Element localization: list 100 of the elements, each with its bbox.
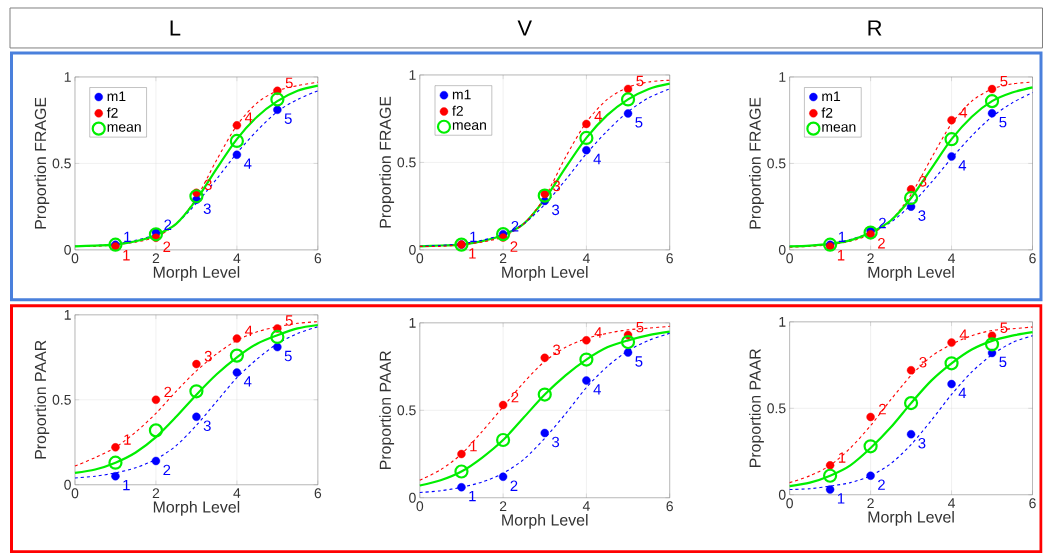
y-tick-label: 0.5 <box>397 157 416 168</box>
y-axis-title: Proportion FRAGE <box>379 96 395 228</box>
x-tick-label: 0 <box>416 501 424 512</box>
annotation: 5 <box>635 117 643 128</box>
legend-label: m1 <box>452 89 471 100</box>
annotation: 1 <box>469 490 476 502</box>
x-tick-label: 2 <box>499 501 507 511</box>
x-tick-label: 6 <box>314 488 322 499</box>
annotation: 5 <box>999 116 1007 128</box>
annotation: 2 <box>510 241 518 252</box>
y-tick-label: 0 <box>64 479 71 490</box>
annotation: 5 <box>1000 75 1008 87</box>
annotation: 4 <box>958 387 967 398</box>
annotation: 4 <box>593 153 601 165</box>
annotation: 1 <box>123 479 130 491</box>
annotation: 4 <box>959 329 968 340</box>
annotation: 5 <box>636 321 644 333</box>
y-tick-label: 0 <box>409 244 416 255</box>
annotation: 2 <box>510 480 518 491</box>
y-tick-label: 0.5 <box>52 158 71 169</box>
y-tick-label: 0 <box>64 244 71 255</box>
annotation: 3 <box>552 436 560 448</box>
x-tick-label: 4 <box>947 253 956 263</box>
annotation: 3 <box>203 420 211 431</box>
annotation: 5 <box>284 113 292 124</box>
x-axis-title: Morph Level <box>868 265 954 281</box>
x-tick-label: 4 <box>582 501 590 511</box>
x-axis-title: Morph Level <box>153 500 240 516</box>
y-axis-title: Proportion PAAR <box>34 340 50 459</box>
x-tick-label: 0 <box>71 253 79 264</box>
annotation: 1 <box>470 231 477 242</box>
y-tick-label: 0 <box>778 244 786 255</box>
y-tick-label: 1 <box>779 72 786 82</box>
annotation: 5 <box>285 315 293 326</box>
legend-label: mean <box>452 122 486 130</box>
x-axis-title: Morph Level <box>502 513 588 529</box>
y-tick-label: 1 <box>64 72 71 82</box>
legend-label: f2 <box>452 105 463 116</box>
x-tick-label: 2 <box>867 498 874 508</box>
y-tick-label: 1 <box>409 317 416 328</box>
annotation: 2 <box>878 479 885 490</box>
y-tick-label: 0.5 <box>52 394 71 405</box>
annotation: 2 <box>879 403 886 415</box>
legend-label: f2 <box>821 107 833 118</box>
x-tick-label: 6 <box>1029 498 1036 509</box>
annotation: 3 <box>203 203 211 214</box>
legend-label: f2 <box>106 107 118 118</box>
annotation: 5 <box>999 356 1007 367</box>
x-tick-label: 2 <box>867 253 874 264</box>
x-tick-label: 0 <box>416 253 424 264</box>
annotation: 3 <box>918 437 926 449</box>
annotation: 2 <box>511 391 519 403</box>
annotation: 1 <box>838 231 846 242</box>
y-tick-label: 1 <box>64 309 71 320</box>
x-tick-label: 6 <box>666 253 673 264</box>
y-tick-label: 1 <box>779 316 786 327</box>
y-axis-title: Proportion FRAGE <box>749 97 764 229</box>
y-tick-label: 0.5 <box>397 405 416 416</box>
annotation: 1 <box>838 452 846 463</box>
annotation: 2 <box>163 241 171 252</box>
x-tick-label: 6 <box>666 501 673 512</box>
x-tick-label: 0 <box>786 253 793 264</box>
x-axis-title: Morph Level <box>153 265 240 281</box>
x-tick-label: 4 <box>582 253 590 263</box>
legend-label: m1 <box>822 91 841 101</box>
annotation: 2 <box>879 217 886 229</box>
annotation: 3 <box>919 356 927 368</box>
x-tick-label: 4 <box>947 498 956 508</box>
annotation: 1 <box>123 249 130 261</box>
annotation: 1 <box>837 493 845 504</box>
x-tick-label: 4 <box>233 253 241 263</box>
annotation: 4 <box>243 158 252 169</box>
y-tick-label: 0.5 <box>767 158 786 169</box>
legend-label: mean <box>107 124 141 132</box>
y-axis-title: Proportion PAAR <box>749 348 764 467</box>
annotation: 4 <box>959 107 968 118</box>
annotation: 5 <box>635 356 643 367</box>
x-tick-label: 6 <box>314 253 322 264</box>
y-tick-label: 1 <box>409 70 416 80</box>
annotation: 3 <box>553 344 561 355</box>
annotation: 2 <box>164 386 172 397</box>
annotation: 4 <box>594 327 602 338</box>
x-tick-label: 2 <box>499 253 507 264</box>
annotation: 5 <box>285 77 293 88</box>
x-axis-title: Morph Level <box>502 265 588 281</box>
annotation: 5 <box>1000 322 1008 333</box>
annotation: 5 <box>284 350 292 362</box>
annotation: 3 <box>204 350 212 362</box>
y-axis-title: Proportion PAAR <box>379 350 395 469</box>
y-tick-label: 0.5 <box>767 403 786 414</box>
chart-title: L <box>170 20 181 36</box>
annotation: 1 <box>469 248 476 259</box>
annotation: 3 <box>918 210 926 221</box>
x-tick-label: 0 <box>786 498 793 509</box>
x-axis-title: Morph Level <box>868 510 954 526</box>
annotation: 4 <box>244 112 253 123</box>
legend-label: mean <box>822 124 856 132</box>
y-axis-title: Proportion FRAGE <box>34 97 50 229</box>
annotation: 4 <box>958 160 967 171</box>
annotation: 4 <box>243 376 252 387</box>
